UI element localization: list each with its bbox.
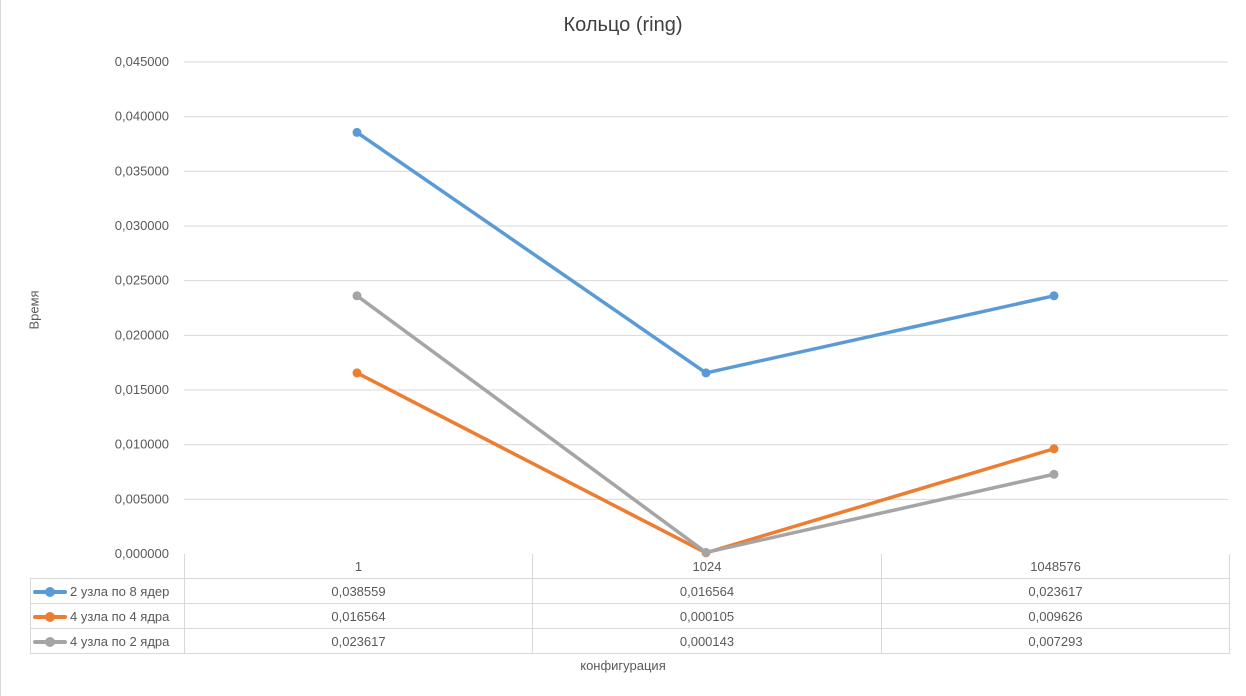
y-tick-label: 0,015000 (115, 382, 169, 397)
data-cell: 0,023617 (881, 578, 1230, 604)
y-tick-label: 0,035000 (115, 163, 169, 178)
y-tick-label: 0,000000 (115, 546, 169, 561)
legend-key-icon (33, 637, 67, 648)
data-cell: 0,023617 (184, 628, 533, 654)
y-tick-label: 0,030000 (115, 218, 169, 233)
data-table-row: 4 узла по 4 ядра 0,016564 0,000105 0,009… (30, 603, 1230, 629)
y-tick-label: 0,005000 (115, 491, 169, 506)
data-cell: 0,038559 (184, 578, 533, 604)
y-axis-ticks: 0,000000 0,005000 0,010000 0,015000 0,020000… (115, 54, 169, 561)
x-axis-label: конфигурация (580, 658, 666, 673)
legend-entry: 2 узла по 8 ядер (30, 578, 185, 604)
y-tick-label: 0,010000 (115, 437, 169, 452)
data-table: 1 1024 1048576 2 узла по 8 ядер 0,038559… (30, 554, 1230, 654)
data-cell: 0,000105 (532, 603, 882, 629)
data-table-header: 1 1024 1048576 (31, 554, 1230, 579)
data-table-corner (31, 554, 185, 579)
legend-entry: 4 узла по 4 ядра (30, 603, 185, 629)
series-line (355, 294, 1056, 555)
data-point (701, 368, 711, 378)
legend-entry: 4 узла по 2 ядра (30, 628, 185, 654)
series-name: 4 узла по 2 ядра (70, 633, 170, 649)
series-line (355, 130, 1056, 375)
series-line (355, 371, 1056, 555)
y-tick-label: 0,025000 (115, 273, 169, 288)
x-tick-label: 1048576 (881, 554, 1230, 579)
data-point (352, 291, 362, 301)
y-tick-label: 0,040000 (115, 109, 169, 124)
data-cell: 0,016564 (184, 603, 533, 629)
x-tick-label: 1 (184, 554, 533, 579)
legend-key-icon (33, 612, 67, 623)
series-lines (352, 127, 1059, 558)
y-tick-label: 0,045000 (115, 54, 169, 69)
data-table-row: 4 узла по 2 ядра 0,023617 0,000143 0,007… (30, 628, 1230, 654)
data-point (1049, 469, 1059, 479)
data-cell: 0,000143 (532, 628, 882, 654)
gridlines (184, 61, 1228, 500)
y-tick-label: 0,020000 (115, 327, 169, 342)
data-point (352, 127, 362, 137)
series-name: 2 узла по 8 ядер (70, 583, 170, 599)
x-tick-label: 1024 (532, 554, 882, 579)
data-cell: 0,009626 (881, 603, 1230, 629)
series-name: 4 узла по 4 ядра (70, 608, 170, 624)
data-point (1049, 291, 1059, 301)
chart-title: Кольцо (ring) (563, 14, 683, 36)
data-cell: 0,007293 (881, 628, 1230, 654)
legend-key-icon (33, 587, 67, 598)
data-table-row: 2 узла по 8 ядер 0,038559 0,016564 0,023… (30, 578, 1230, 604)
data-point (1049, 444, 1059, 454)
data-point (352, 368, 362, 378)
data-cell: 0,016564 (532, 578, 882, 604)
chart-frame-edge (0, 0, 1, 696)
